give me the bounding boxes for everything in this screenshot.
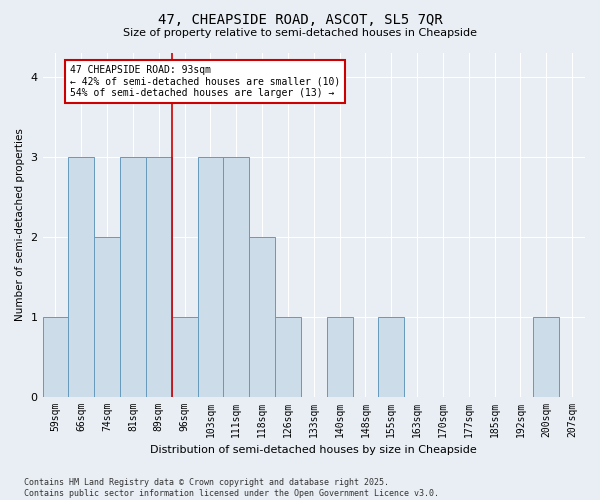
Bar: [249, 236, 275, 396]
Bar: [379, 316, 404, 396]
Text: Contains HM Land Registry data © Crown copyright and database right 2025.
Contai: Contains HM Land Registry data © Crown c…: [24, 478, 439, 498]
Bar: [94, 236, 120, 396]
Bar: [326, 316, 353, 396]
Bar: [533, 316, 559, 396]
Text: 47, CHEAPSIDE ROAD, ASCOT, SL5 7QR: 47, CHEAPSIDE ROAD, ASCOT, SL5 7QR: [158, 12, 442, 26]
Bar: [275, 316, 301, 396]
Bar: [120, 156, 146, 396]
Bar: [68, 156, 94, 396]
Y-axis label: Number of semi-detached properties: Number of semi-detached properties: [15, 128, 25, 321]
Bar: [197, 156, 223, 396]
Text: Size of property relative to semi-detached houses in Cheapside: Size of property relative to semi-detach…: [123, 28, 477, 38]
Text: 47 CHEAPSIDE ROAD: 93sqm
← 42% of semi-detached houses are smaller (10)
54% of s: 47 CHEAPSIDE ROAD: 93sqm ← 42% of semi-d…: [70, 64, 340, 98]
Bar: [223, 156, 249, 396]
Bar: [43, 316, 68, 396]
Bar: [172, 316, 197, 396]
X-axis label: Distribution of semi-detached houses by size in Cheapside: Distribution of semi-detached houses by …: [151, 445, 477, 455]
Bar: [146, 156, 172, 396]
